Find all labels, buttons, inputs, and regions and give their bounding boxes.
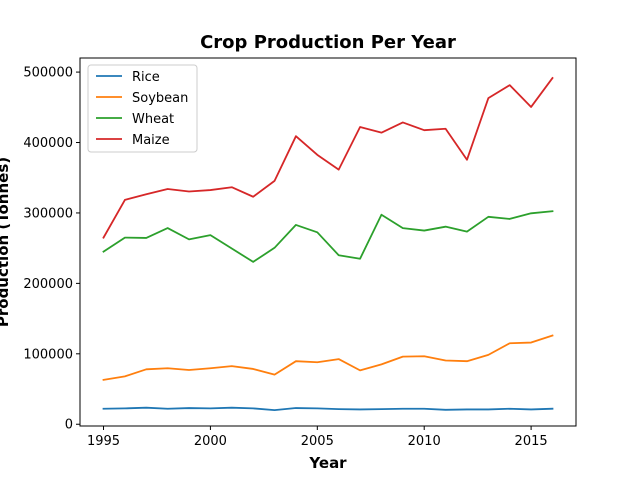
legend: Rice Soybean Wheat Maize [87, 64, 198, 153]
series-line-rice [102, 406, 554, 412]
y-tick-label: 100000 [23, 347, 73, 362]
series-layer [102, 76, 554, 412]
x-tick-label: 2015 [515, 434, 548, 449]
x-axis-ticks: 1995 2000 2005 2010 2015 [87, 426, 548, 449]
y-tick-label: 400000 [23, 136, 73, 151]
x-tick-label: 2010 [408, 434, 441, 449]
y-axis-ticks: 0 100000 200000 300000 400000 500000 [23, 66, 80, 433]
x-tick-label: 1995 [87, 434, 120, 449]
y-tick-label: 0 [65, 418, 73, 433]
x-tick-label: 2005 [301, 434, 334, 449]
legend-label-rice: Rice [132, 70, 160, 85]
plot-frame [79, 57, 577, 427]
x-axis-title: Year [308, 454, 347, 472]
y-axis-title: Production (Tonnes) [0, 157, 12, 327]
chart-title: Crop Production Per Year [200, 32, 456, 53]
legend-frame [87, 64, 198, 153]
series-line-wheat [102, 210, 554, 263]
y-tick-label: 300000 [23, 206, 73, 221]
legend-label-wheat: Wheat [132, 112, 174, 127]
x-tick-label: 2000 [194, 434, 227, 449]
series-line-soybean [102, 334, 554, 381]
legend-label-soybean: Soybean [132, 91, 188, 106]
series-line-maize [102, 76, 554, 239]
legend-items: Rice Soybean Wheat Maize [96, 70, 188, 148]
legend-label-maize: Maize [132, 133, 170, 148]
y-tick-label: 500000 [23, 66, 73, 81]
y-tick-label: 200000 [23, 277, 73, 292]
